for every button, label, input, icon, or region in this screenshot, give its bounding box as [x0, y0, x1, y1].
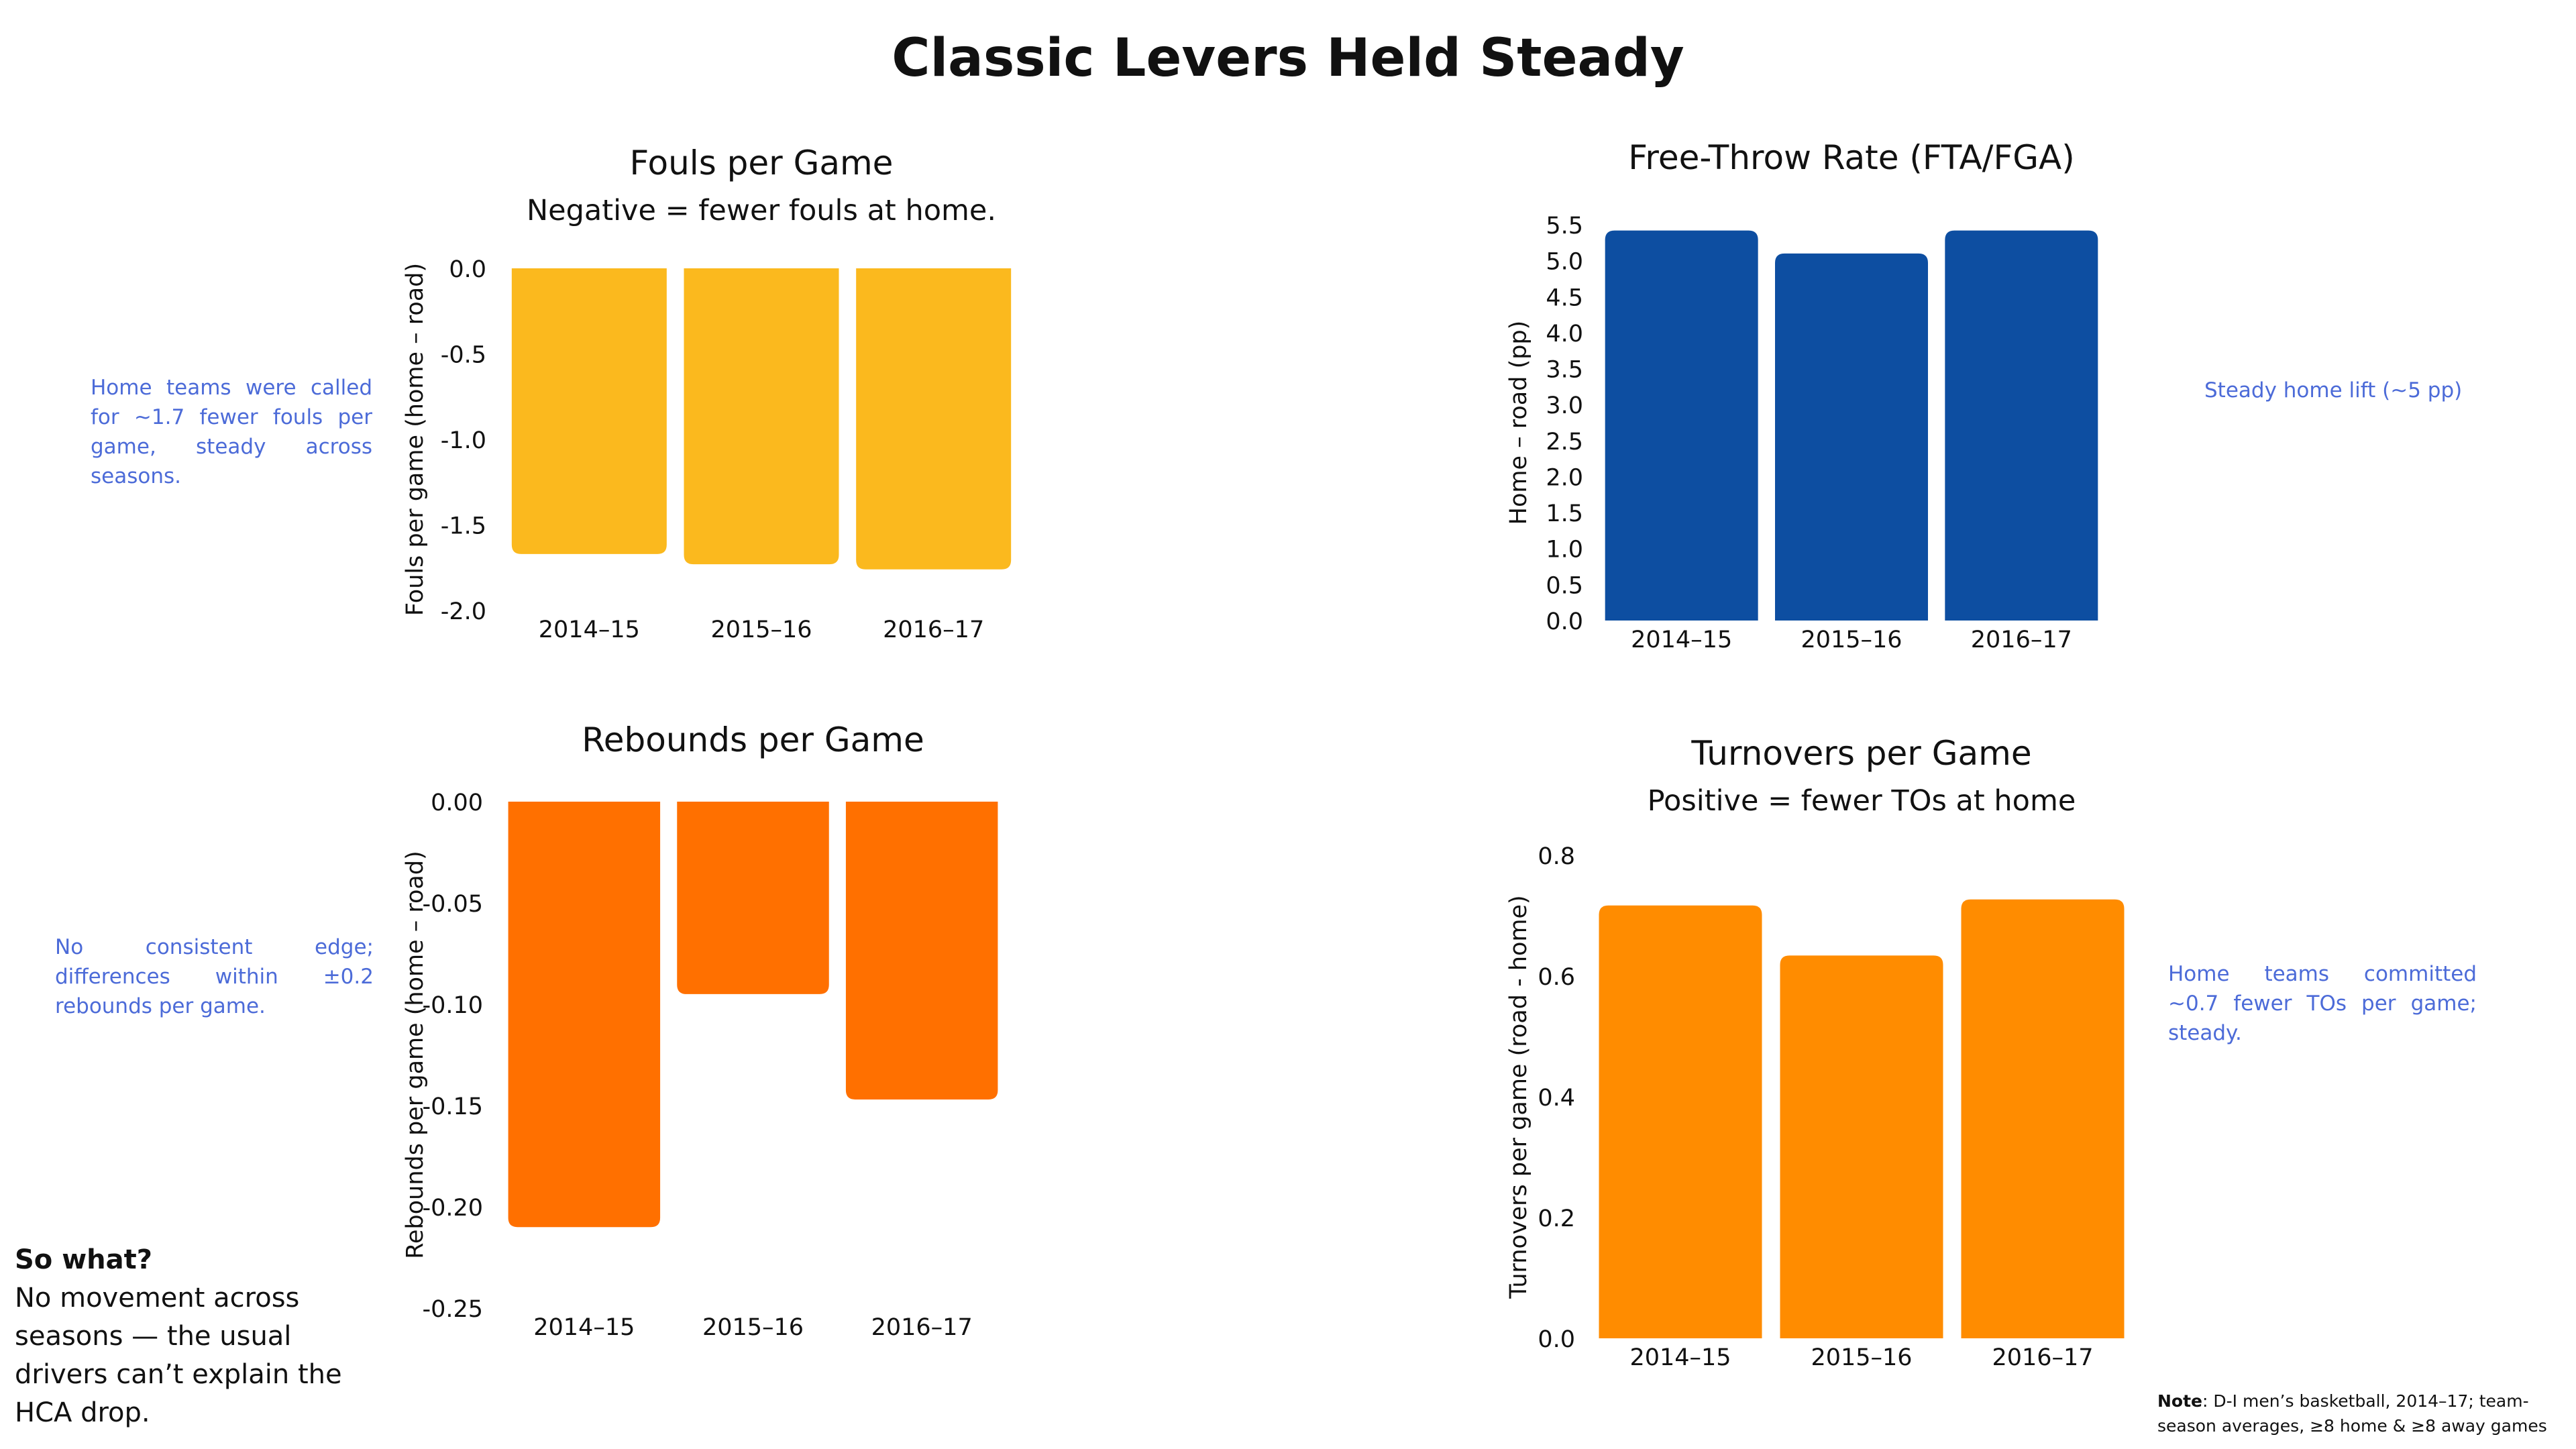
y-tick-label: 0.0 [1546, 608, 1583, 635]
y-tick-label: -0.5 [441, 342, 486, 369]
y-tick-label: 3.0 [1546, 392, 1583, 419]
y-tick-label: 4.5 [1546, 284, 1583, 311]
bar [845, 802, 998, 1099]
y-tick-label: 4.0 [1546, 321, 1583, 347]
bar [677, 802, 829, 994]
bar [1945, 230, 2098, 621]
y-axis-label: Fouls per game (home – road) [402, 263, 429, 616]
chart-title: Rebounds per Game [582, 720, 924, 759]
y-tick-label: 5.0 [1546, 249, 1583, 276]
takeaway-heading: So what? [15, 1244, 152, 1275]
x-tick-label: 2016–17 [883, 616, 984, 643]
bar [511, 268, 667, 554]
ftr-annotation: Steady home lift (~5 pp) [2204, 378, 2463, 402]
fouls-chart: Fouls per Game Negative = fewer fouls at … [402, 144, 1012, 643]
y-tick-label: -1.0 [441, 427, 486, 454]
bar [856, 268, 1012, 570]
x-tick-label: 2014–15 [1629, 1344, 1731, 1371]
main-title: Classic Levers Held Steady [892, 28, 1684, 89]
x-tick-label: 2015–16 [1811, 1344, 1912, 1371]
y-tick-label: 0.00 [431, 790, 483, 816]
takeaway-body: No movement across seasons — the usual d… [15, 1283, 342, 1428]
fouls-annotation: Home teams were called for ~1.7 fewer fo… [91, 376, 372, 488]
y-tick-label: -0.20 [422, 1195, 483, 1222]
chart-title: Turnovers per Game [1690, 734, 2031, 773]
rebounds-chart: Rebounds per Game 0.00 -0.05 -0.10 -0.15 -0.2… [402, 720, 998, 1341]
x-tick-label: 2015–16 [1801, 627, 1902, 653]
x-tick-label: 2016–17 [871, 1314, 973, 1341]
x-tick-label: 2015–16 [702, 1314, 804, 1341]
bar [1599, 905, 1762, 1338]
y-tick-label: -1.5 [441, 513, 486, 540]
y-tick-label: 2.0 [1546, 464, 1583, 491]
y-axis-label: Rebounds per game (home – road) [402, 851, 429, 1259]
x-tick-label: 2014–15 [533, 1314, 635, 1341]
takeaway-note: So what? No movement across seasons — th… [15, 1241, 390, 1432]
bar [684, 268, 839, 565]
chart-subtitle: Negative = fewer fouls at home. [527, 194, 996, 227]
y-tick-label: -0.10 [422, 992, 483, 1019]
y-tick-label: 0.8 [1538, 843, 1575, 870]
rebounds-annotation: No consistent edge; differences within ±… [55, 935, 374, 1018]
y-tick-label: 1.5 [1546, 500, 1583, 527]
y-tick-label: 2.5 [1546, 429, 1583, 455]
bar [508, 802, 661, 1228]
footnote: Note: D-I men’s basketball, 2014–17; tea… [2157, 1389, 2560, 1438]
y-axis-label: Home – road (pp) [1505, 321, 1532, 525]
free-throw-rate-chart: Free-Throw Rate (FTA/FGA) 0.0 0.5 1.0 1.5 2.0… [1505, 138, 2098, 653]
y-tick-label: 0.5 [1546, 572, 1583, 599]
y-tick-label: -0.25 [422, 1296, 483, 1323]
y-tick-label: 1.0 [1546, 537, 1583, 564]
y-tick-label: 0.4 [1538, 1085, 1575, 1112]
y-tick-label: 5.5 [1546, 213, 1583, 239]
x-tick-label: 2016–17 [1971, 627, 2072, 653]
y-tick-label: -0.15 [422, 1093, 483, 1120]
bar [1961, 899, 2125, 1338]
y-tick-label: 0.2 [1538, 1205, 1575, 1232]
y-tick-label: 0.0 [1538, 1326, 1575, 1353]
x-tick-label: 2014–15 [1631, 627, 1732, 653]
turnovers-chart: Turnovers per Game Positive = fewer TOs a… [1505, 734, 2125, 1371]
bar [1780, 955, 1943, 1338]
y-tick-label: 0.6 [1538, 964, 1575, 991]
chart-title: Fouls per Game [630, 144, 894, 182]
y-tick-label: 3.5 [1546, 357, 1583, 384]
turnovers-annotation: Home teams committed ~0.7 fewer TOs per … [2168, 962, 2477, 1045]
y-tick-label: -0.05 [422, 891, 483, 918]
x-tick-label: 2014–15 [539, 616, 640, 643]
footnote-text: : D-I men’s basketball, 2014–17; team-se… [2157, 1391, 2547, 1436]
bar [1605, 230, 1758, 621]
bar [1775, 253, 1928, 621]
y-axis-label: Turnovers per game (road - home) [1505, 895, 1532, 1299]
x-tick-label: 2016–17 [1992, 1344, 2093, 1371]
chart-subtitle: Positive = fewer TOs at home [1648, 784, 2076, 818]
footnote-label: Note [2157, 1391, 2203, 1411]
chart-title: Free-Throw Rate (FTA/FGA) [1628, 138, 2074, 177]
y-tick-label: 0.0 [449, 256, 486, 283]
y-tick-label: -2.0 [441, 598, 486, 625]
x-tick-label: 2015–16 [710, 616, 812, 643]
